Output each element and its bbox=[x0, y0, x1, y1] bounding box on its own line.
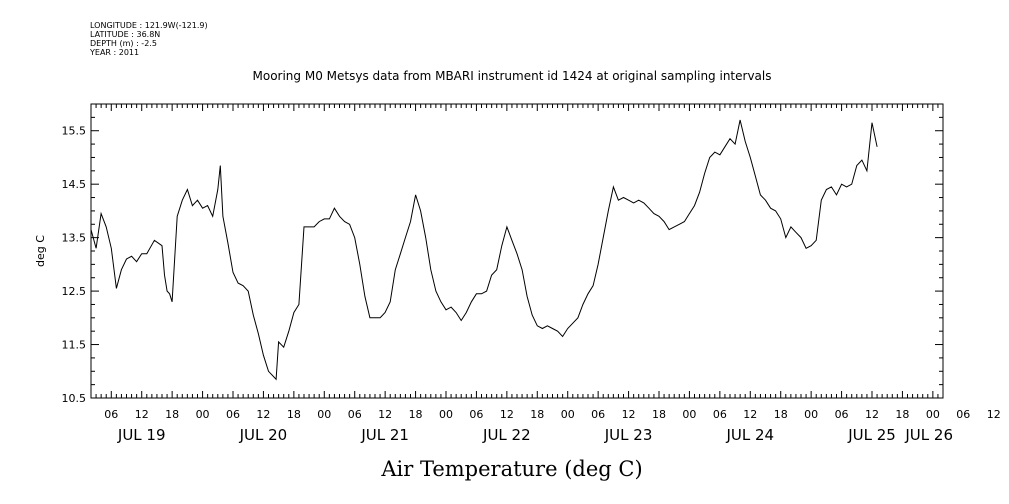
x-tick-label: 00 bbox=[926, 408, 940, 421]
x-tick-label: 12 bbox=[987, 408, 1001, 421]
x-tick-label: 06 bbox=[348, 408, 362, 421]
temperature-series-line bbox=[90, 119, 878, 381]
x-tick-label: 18 bbox=[165, 408, 179, 421]
y-tick-label: 12.5 bbox=[62, 285, 87, 298]
x-tick-label: 00 bbox=[439, 408, 453, 421]
chart-title: Mooring M0 Metsys data from MBARI instru… bbox=[253, 69, 772, 83]
x-tick-label: 00 bbox=[196, 408, 210, 421]
x-tick-label: 06 bbox=[835, 408, 849, 421]
longitude-text: LONGITUDE : 121.9W(-121.9) bbox=[90, 21, 208, 30]
metadata-block: LONGITUDE : 121.9W(-121.9) LATITUDE : 36… bbox=[90, 21, 208, 57]
x-date-label: JUL 26 bbox=[904, 426, 953, 444]
y-axis-label: deg C bbox=[34, 235, 47, 267]
y-tick-label: 14.5 bbox=[62, 178, 87, 191]
x-tick-label: 00 bbox=[317, 408, 331, 421]
year-text: YEAR : 2011 bbox=[90, 48, 140, 57]
x-tick-label: 06 bbox=[713, 408, 727, 421]
x-date-label: JUL 25 bbox=[847, 426, 896, 444]
latitude-text: LATITUDE : 36.8N bbox=[90, 30, 161, 39]
x-tick-label: 06 bbox=[226, 408, 240, 421]
depth-text: DEPTH (m) : -2.5 bbox=[90, 39, 157, 48]
x-tick-label: 18 bbox=[287, 408, 301, 421]
plot-frame bbox=[90, 103, 944, 399]
x-date-label: JUL 19 bbox=[117, 426, 166, 444]
x-date-label: JUL 24 bbox=[725, 426, 774, 444]
x-tick-label: 00 bbox=[561, 408, 575, 421]
y-axis: 10.5 11.5 12.5 13.5 14.5 15.5 bbox=[62, 103, 943, 405]
x-date-label: JUL 23 bbox=[604, 426, 653, 444]
x-tick-label: 12 bbox=[743, 408, 757, 421]
series-group bbox=[90, 119, 878, 381]
x-tick-label: 06 bbox=[469, 408, 483, 421]
x-tick-label: 12 bbox=[865, 408, 879, 421]
x-tick-label: 12 bbox=[135, 408, 149, 421]
x-tick-label: 06 bbox=[956, 408, 970, 421]
x-tick-label: 18 bbox=[774, 408, 788, 421]
x-date-label: JUL 21 bbox=[360, 426, 409, 444]
x-tick-label: 18 bbox=[409, 408, 423, 421]
x-date-label: JUL 20 bbox=[239, 426, 288, 444]
y-tick-label: 13.5 bbox=[62, 232, 87, 245]
x-axis: 06 12 18 00 06 12 18 00 06 12 18 00 06 12 18 00 06 12 18 00… bbox=[90, 104, 1001, 444]
x-tick-label: 18 bbox=[895, 408, 909, 421]
y-tick-label: 11.5 bbox=[62, 339, 87, 352]
x-tick-label: 00 bbox=[804, 408, 818, 421]
y-tick-label: 10.5 bbox=[62, 392, 87, 405]
x-tick-label: 12 bbox=[622, 408, 636, 421]
x-tick-label: 18 bbox=[652, 408, 666, 421]
x-tick-label: 06 bbox=[104, 408, 118, 421]
x-tick-label: 12 bbox=[256, 408, 270, 421]
x-tick-label: 00 bbox=[682, 408, 696, 421]
y-tick-label: 15.5 bbox=[62, 125, 87, 138]
x-tick-label: 06 bbox=[591, 408, 605, 421]
x-tick-label: 12 bbox=[500, 408, 514, 421]
x-tick-label: 18 bbox=[530, 408, 544, 421]
x-date-label: JUL 22 bbox=[482, 426, 531, 444]
x-tick-label: 12 bbox=[378, 408, 392, 421]
x-axis-label: Air Temperature (deg C) bbox=[380, 457, 642, 481]
